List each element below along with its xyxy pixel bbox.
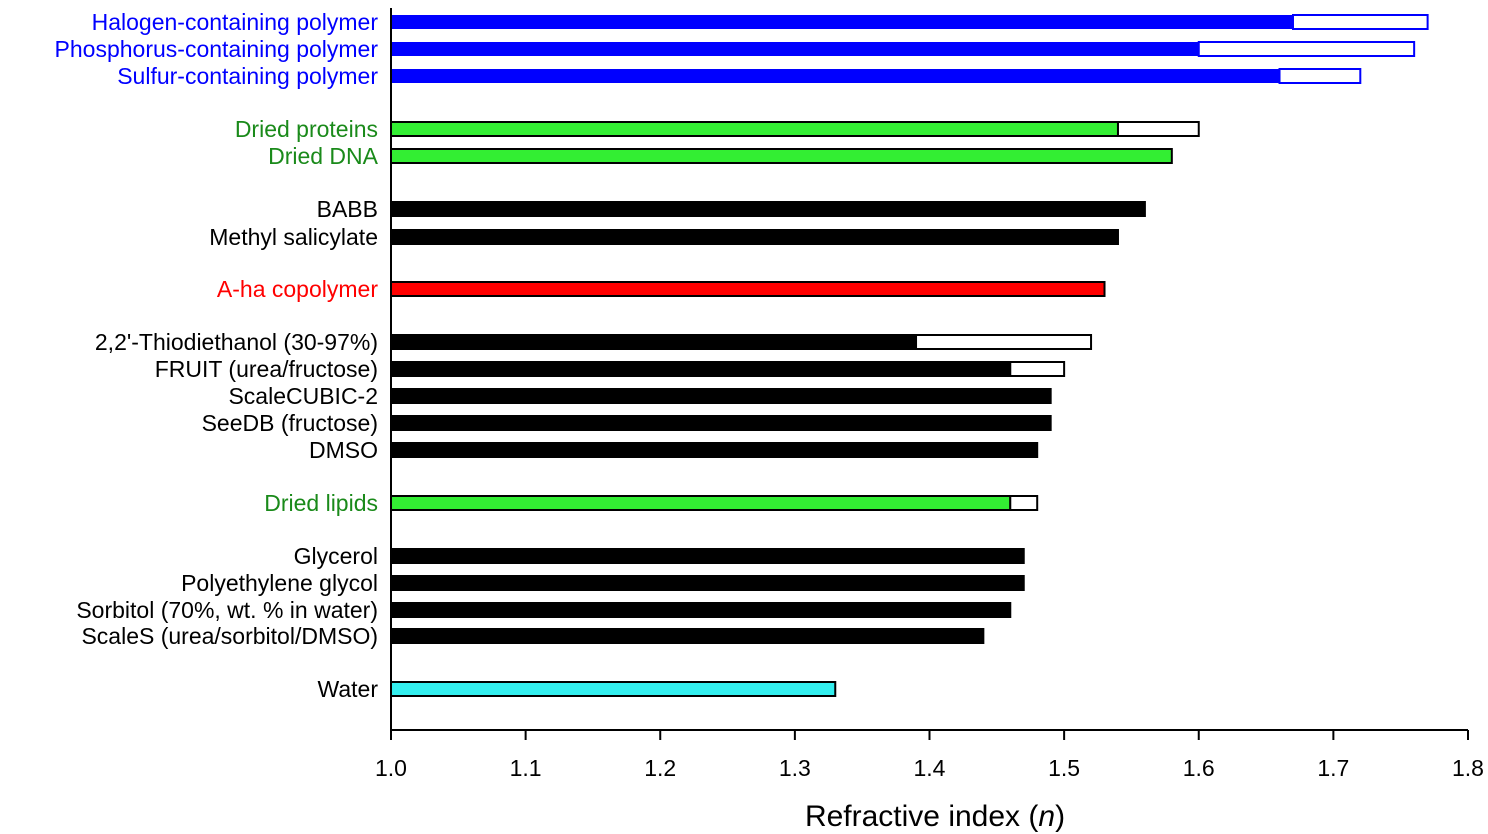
bar-5 xyxy=(390,148,1173,164)
bar-1 xyxy=(391,14,1429,30)
x-tick-label: 1.8 xyxy=(1452,755,1484,781)
category-label: Water xyxy=(318,676,379,702)
x-tick-label: 1.6 xyxy=(1183,755,1215,781)
bar-fill xyxy=(390,334,918,350)
bar-4 xyxy=(390,121,1200,137)
category-label: 2,2'-Thiodiethanol (30-97%) xyxy=(95,329,378,355)
bar-fill xyxy=(390,281,1106,297)
x-tick-label: 1.2 xyxy=(644,755,676,781)
bar-17 xyxy=(390,602,1012,618)
category-label: Dried DNA xyxy=(268,143,379,169)
bar-fill xyxy=(390,415,1052,431)
bar-6 xyxy=(390,201,1146,217)
bar-3 xyxy=(391,68,1362,84)
category-label: Glycerol xyxy=(294,543,378,569)
category-label: Phosphorus-containing polymer xyxy=(55,36,379,62)
bar-fill xyxy=(391,42,1199,56)
bar-19 xyxy=(390,681,837,697)
bar-range xyxy=(1116,121,1200,137)
category-label: ScaleS (urea/sorbitol/DMSO) xyxy=(81,623,378,649)
category-label: FRUIT (urea/fructose) xyxy=(155,356,378,382)
bar-fill xyxy=(390,229,1119,245)
category-label: Dried lipids xyxy=(264,490,378,516)
bar-15 xyxy=(390,548,1025,564)
category-label: Sulfur-containing polymer xyxy=(117,63,378,89)
category-label: SeeDB (fructose) xyxy=(202,410,378,436)
bar-14 xyxy=(390,495,1039,511)
bar-range xyxy=(1009,495,1039,511)
category-label: A-ha copolymer xyxy=(217,276,378,302)
x-tick-label: 1.1 xyxy=(510,755,542,781)
bar-fill xyxy=(390,681,837,697)
bar-12 xyxy=(390,415,1052,431)
bar-fill xyxy=(390,628,985,644)
x-axis-title: Refractive index (n) xyxy=(805,800,1065,833)
bar-fill xyxy=(390,148,1173,164)
bar-13 xyxy=(390,442,1039,458)
x-tick-label: 1.5 xyxy=(1048,755,1080,781)
bar-range xyxy=(1278,68,1362,84)
category-label: Polyethylene glycol xyxy=(181,570,378,596)
x-tick-label: 1.7 xyxy=(1317,755,1349,781)
bar-fill xyxy=(390,388,1052,404)
x-axis-ticks: 1.0 1.1 1.2 1.3 1.4 1.5 1.6 1.7 1.8 xyxy=(375,730,1484,781)
bar-10 xyxy=(390,361,1066,377)
bar-9 xyxy=(390,334,1093,350)
category-label: Methyl salicylate xyxy=(209,224,378,250)
category-label: Sorbitol (70%, wt. % in water) xyxy=(76,597,378,623)
bar-11 xyxy=(390,388,1052,404)
bar-7 xyxy=(390,229,1119,245)
bar-fill xyxy=(390,361,1012,377)
bar-8 xyxy=(390,281,1106,297)
x-tick-label: 1.0 xyxy=(375,755,407,781)
bar-2 xyxy=(391,41,1416,57)
bar-18 xyxy=(390,628,985,644)
bar-fill xyxy=(390,602,1012,618)
bar-fill xyxy=(390,548,1025,564)
bar-fill xyxy=(390,201,1146,217)
bar-16 xyxy=(390,575,1025,591)
bar-fill xyxy=(390,575,1025,591)
category-label: DMSO xyxy=(309,437,378,463)
bar-fill xyxy=(390,121,1119,137)
category-label: Halogen-containing polymer xyxy=(92,9,379,35)
bar-range xyxy=(1009,361,1066,377)
bar-fill xyxy=(391,69,1280,83)
bar-fill xyxy=(390,442,1039,458)
bar-fill xyxy=(391,15,1293,29)
category-label: Dried proteins xyxy=(235,116,378,142)
category-label: ScaleCUBIC-2 xyxy=(228,383,378,409)
x-tick-label: 1.4 xyxy=(914,755,946,781)
category-labels: Halogen-containing polymerPhosphorus-con… xyxy=(55,9,379,702)
category-label: BABB xyxy=(317,196,378,222)
bar-range xyxy=(915,334,1093,350)
bar-range xyxy=(1197,41,1416,57)
bars-layer xyxy=(390,14,1429,697)
bar-range xyxy=(1291,14,1429,30)
x-tick-label: 1.3 xyxy=(779,755,811,781)
bar-fill xyxy=(390,495,1012,511)
